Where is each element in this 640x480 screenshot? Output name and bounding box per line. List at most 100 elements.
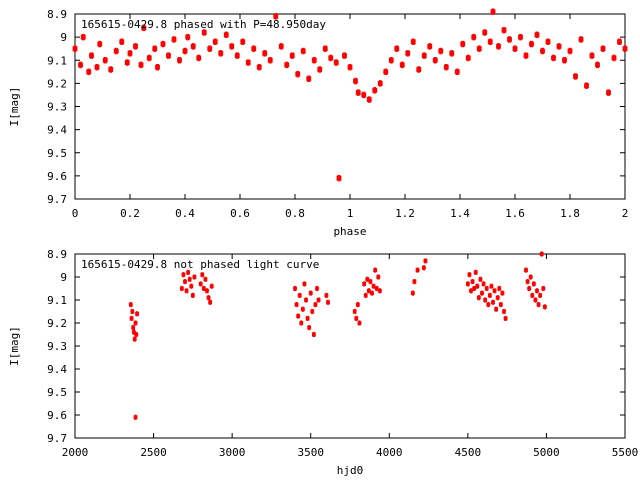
y-tick-label: 9.3 bbox=[47, 340, 67, 353]
data-point-shape bbox=[499, 302, 502, 308]
data-point-shape bbox=[81, 33, 85, 41]
data-point-shape bbox=[356, 89, 360, 96]
data-point-shape bbox=[301, 306, 304, 312]
data-point-shape bbox=[493, 288, 496, 294]
data-points bbox=[72, 8, 628, 182]
y-tick-label: 9.1 bbox=[47, 54, 67, 67]
data-point-shape bbox=[450, 50, 454, 57]
data-point-shape bbox=[323, 45, 327, 52]
data-point-shape bbox=[134, 320, 137, 326]
data-point-shape bbox=[378, 288, 381, 294]
y-axis-ticks: 8.9 9 9.1 9.2 9.3 9.4 9.5 9.6 9.7 bbox=[47, 248, 625, 445]
data-point-shape bbox=[378, 80, 382, 87]
data-point-shape bbox=[98, 40, 102, 48]
data-point-shape bbox=[207, 295, 210, 301]
data-point-shape bbox=[87, 68, 91, 76]
data-point-shape bbox=[230, 43, 234, 50]
data-point-shape bbox=[188, 276, 191, 282]
data-point-shape bbox=[479, 276, 482, 282]
data-point-shape bbox=[524, 52, 528, 59]
data-point-shape bbox=[180, 285, 183, 292]
data-point-shape bbox=[326, 299, 330, 305]
data-point-shape bbox=[400, 61, 404, 69]
data-point-shape bbox=[373, 87, 377, 94]
data-point-shape bbox=[125, 59, 129, 66]
data-point-shape bbox=[541, 47, 544, 55]
data-point-shape bbox=[202, 285, 205, 292]
y-tick-label: 8.9 bbox=[47, 248, 67, 261]
data-point-shape bbox=[439, 47, 443, 55]
data-point-shape bbox=[557, 43, 561, 50]
data-point-shape bbox=[466, 54, 470, 62]
data-point-shape bbox=[471, 279, 474, 285]
x-tick-label: 2 bbox=[622, 207, 629, 220]
y-tick-label: 8.9 bbox=[47, 8, 67, 21]
data-point-shape bbox=[142, 24, 146, 32]
data-point-shape bbox=[213, 38, 217, 45]
x-axis-ticks: 0 0.2 0.4 0.6 0.8 1 1.2 1.4 1.6 1.8 2 bbox=[72, 14, 629, 220]
data-point-shape bbox=[524, 267, 528, 273]
x-tick-label: 0.4 bbox=[175, 207, 195, 220]
data-point-shape bbox=[73, 45, 77, 52]
data-point-shape bbox=[395, 45, 399, 52]
y-tick-label: 9.6 bbox=[47, 409, 67, 422]
data-point-shape bbox=[377, 274, 380, 280]
data-point-shape bbox=[178, 57, 181, 64]
data-point-shape bbox=[406, 50, 410, 57]
x-tick-label: 1.2 bbox=[395, 207, 415, 220]
data-point-shape bbox=[135, 331, 138, 338]
data-point-shape bbox=[315, 285, 319, 292]
data-point-shape bbox=[131, 308, 134, 315]
x-tick-label: 5500 bbox=[612, 446, 639, 459]
data-point-shape bbox=[543, 304, 546, 310]
data-point-shape bbox=[546, 38, 550, 45]
data-point-shape bbox=[601, 45, 605, 52]
data-point-shape bbox=[190, 283, 193, 289]
data-point-shape bbox=[130, 315, 133, 321]
data-point-shape bbox=[508, 36, 511, 43]
data-point-shape bbox=[466, 281, 469, 287]
x-axis-ticks: 2000 2500 3000 3500 4000 4500 5000 5500 bbox=[62, 254, 639, 459]
chart-title: 165615-0429.8 phased with P=48.950day bbox=[81, 18, 326, 31]
data-point-shape bbox=[241, 38, 245, 45]
y-axis-ticks: 8.9 9 9.1 9.2 9.3 9.4 9.5 9.6 9.7 bbox=[47, 8, 625, 206]
data-point-shape bbox=[623, 45, 627, 52]
data-point-shape bbox=[167, 52, 170, 59]
data-point-shape bbox=[367, 288, 370, 294]
data-point-shape bbox=[498, 285, 501, 292]
data-point-shape bbox=[528, 285, 531, 292]
data-point-shape bbox=[295, 302, 298, 308]
data-point-shape bbox=[300, 320, 303, 326]
y-tick-label: 9.1 bbox=[47, 294, 67, 307]
data-point-shape bbox=[268, 57, 272, 64]
y-tick-label: 9.2 bbox=[47, 77, 67, 90]
data-point-shape bbox=[491, 299, 495, 305]
y-tick-label: 9.7 bbox=[47, 432, 67, 445]
data-point-shape bbox=[540, 251, 543, 257]
plot-frame bbox=[74, 253, 626, 439]
data-point-shape bbox=[204, 276, 207, 282]
data-point-shape bbox=[183, 279, 187, 285]
data-point-shape bbox=[298, 292, 301, 298]
data-point-shape bbox=[354, 77, 357, 85]
data-point-shape bbox=[193, 274, 196, 280]
data-point-shape bbox=[490, 283, 493, 289]
data-point-shape bbox=[433, 57, 437, 64]
data-point-shape bbox=[210, 283, 213, 289]
data-point-shape bbox=[487, 302, 490, 308]
phased-chart: 8.9 9 9.1 9.2 9.3 9.4 9.5 9.6 9.7 0 0.2 0.4 0.6 0.8 1… bbox=[8, 8, 628, 238]
data-point-shape bbox=[205, 288, 209, 294]
data-point-shape bbox=[79, 61, 82, 69]
x-tick-label: 4000 bbox=[376, 446, 403, 459]
data-point-shape bbox=[132, 329, 136, 335]
data-point-shape bbox=[539, 292, 542, 298]
data-point-shape bbox=[501, 290, 504, 296]
data-point-shape bbox=[375, 285, 378, 292]
data-point-shape bbox=[355, 315, 358, 321]
data-point-shape bbox=[411, 290, 414, 296]
y-axis-label: I[mag] bbox=[8, 326, 21, 366]
data-point-shape bbox=[374, 267, 377, 273]
data-point-shape bbox=[191, 43, 195, 50]
data-point-shape bbox=[90, 52, 93, 59]
data-point-shape bbox=[461, 40, 465, 48]
